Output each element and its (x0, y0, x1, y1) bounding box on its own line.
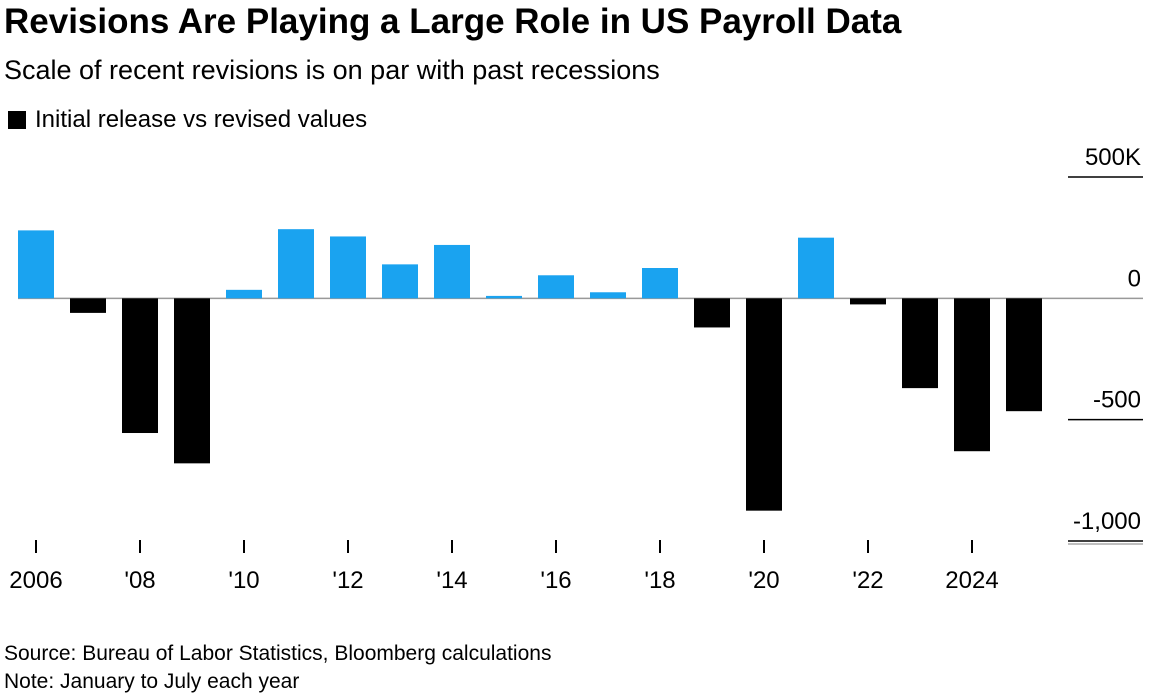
gridlines (1068, 176, 1143, 545)
x-tick-label: '10 (228, 567, 259, 594)
chart-subtitle: Scale of recent revisions is on par with… (4, 55, 660, 85)
bar (122, 298, 158, 434)
y-tick-label: -500 (1093, 387, 1141, 414)
bar (382, 264, 418, 299)
bar-chart: 500K 0 -500 -1,000 2006 '08 '10 '12 '14 '16 '18 '2… (9, 144, 1143, 594)
x-tick-label: '22 (852, 567, 883, 594)
x-tick-label: '16 (540, 567, 571, 594)
bar (694, 298, 730, 328)
bar (70, 298, 106, 313)
x-tick-label: 2006 (9, 567, 62, 594)
x-axis: 2006 '08 '10 '12 '14 '16 '18 '20 '22 2024 (9, 540, 999, 594)
x-tick-label: '12 (332, 567, 363, 594)
bar (434, 244, 470, 299)
legend-swatch (8, 111, 26, 129)
bar (590, 292, 626, 299)
legend-label: Initial release vs revised values (35, 106, 368, 133)
bar (226, 289, 262, 299)
y-axis-labels: 500K 0 -500 -1,000 (1073, 144, 1141, 535)
bar (746, 298, 782, 511)
bar (174, 298, 210, 464)
bar (798, 237, 834, 299)
x-tick-label: '14 (436, 567, 467, 594)
footnote: Note: January to July each year (4, 670, 300, 693)
source-note: Source: Bureau of Labor Statistics, Bloo… (4, 642, 552, 665)
x-tick-label: 2024 (945, 567, 998, 594)
x-tick-label: '18 (644, 567, 675, 594)
bar (486, 295, 522, 299)
legend: Initial release vs revised values (8, 106, 367, 134)
bar (902, 298, 938, 389)
y-tick-label: -1,000 (1073, 508, 1141, 535)
bar (1006, 298, 1042, 412)
bar (278, 229, 314, 299)
bar (642, 268, 678, 299)
chart-title: Revisions Are Playing a Large Role in US… (4, 2, 902, 41)
bars (18, 229, 1042, 511)
y-tick-label: 0 (1128, 265, 1141, 292)
bar (538, 275, 574, 299)
x-tick-label: '08 (124, 567, 155, 594)
bar (850, 298, 886, 305)
x-tick-label: '20 (748, 567, 779, 594)
y-tick-label: 500K (1085, 144, 1141, 171)
bar (330, 236, 366, 299)
bar (954, 298, 990, 452)
bar (18, 230, 54, 299)
